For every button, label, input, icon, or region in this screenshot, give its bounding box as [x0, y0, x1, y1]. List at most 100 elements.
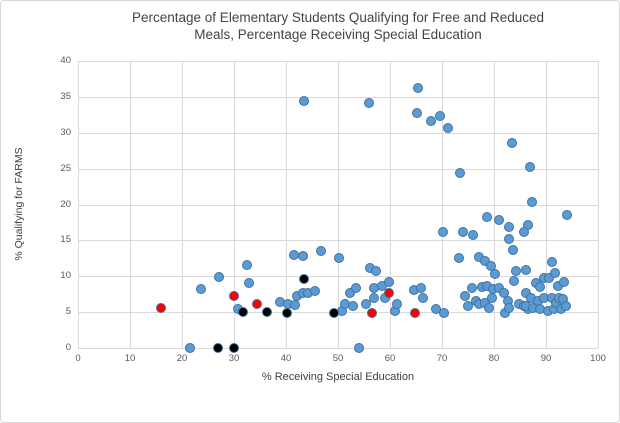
data-point-schools-blue: [299, 96, 310, 107]
y-gridline: [78, 96, 598, 98]
data-point-highlighted-red: [409, 307, 420, 318]
data-point-schools-blue: [417, 292, 428, 303]
y-tick-label: 20: [60, 198, 71, 210]
data-point-schools-blue: [459, 290, 470, 301]
data-point-highlighted-red: [251, 299, 262, 310]
data-point-schools-blue: [391, 298, 402, 309]
data-point-schools-blue: [504, 222, 515, 233]
data-point-schools-blue: [463, 301, 473, 312]
data-point-highlighted-black: [299, 274, 310, 285]
data-point-highlighted-black: [213, 343, 224, 353]
y-tick-label: 15: [60, 234, 71, 246]
y-tick-label: 0: [65, 342, 71, 353]
data-point-schools-blue: [560, 300, 571, 311]
y-tick-label: 40: [60, 55, 71, 66]
y-gridline: [78, 204, 598, 206]
data-point-schools-blue: [494, 214, 505, 225]
data-point-schools-blue: [289, 299, 300, 310]
data-point-highlighted-black: [262, 307, 273, 318]
y-gridline: [78, 61, 598, 62]
data-point-schools-blue: [369, 292, 380, 303]
data-point-schools-blue: [454, 252, 465, 263]
y-gridline: [78, 132, 598, 134]
data-point-schools-blue: [482, 212, 493, 223]
y-tick-label: 5: [65, 306, 71, 318]
data-point-schools-blue: [547, 256, 558, 267]
data-point-highlighted-black: [328, 307, 339, 318]
x-tick-label: 80: [488, 353, 500, 364]
x-tick-label: 90: [540, 353, 552, 364]
data-point-schools-blue: [383, 276, 394, 287]
data-point-schools-blue: [334, 253, 345, 264]
data-point-schools-blue: [434, 110, 445, 121]
data-point-highlighted-black: [229, 343, 239, 353]
plot-area: [78, 61, 599, 353]
y-tick-label: 25: [60, 162, 71, 174]
data-point-schools-blue: [507, 137, 518, 148]
y-axis-title: % Qualifying for FARMS: [13, 147, 25, 261]
data-point-schools-blue: [509, 275, 520, 286]
data-point-schools-blue: [361, 299, 372, 310]
x-gridline: [598, 61, 599, 348]
data-point-schools-blue: [561, 210, 572, 221]
data-point-schools-blue: [439, 307, 450, 318]
x-tick-label: 70: [436, 353, 448, 364]
data-point-schools-blue: [480, 256, 491, 267]
data-point-highlighted-black: [238, 307, 249, 318]
data-point-schools-blue: [504, 233, 515, 244]
data-point-schools-blue: [412, 108, 423, 119]
x-tick-label: 60: [384, 353, 396, 364]
data-point-schools-blue: [347, 300, 358, 311]
data-point-schools-blue: [504, 302, 515, 313]
data-point-schools-blue: [486, 293, 497, 304]
data-point-schools-blue: [467, 283, 478, 294]
y-tick-label: 35: [60, 90, 71, 102]
y-tick-label: 10: [60, 270, 71, 282]
data-point-highlighted-red: [383, 287, 394, 298]
y-gridline: [78, 348, 598, 349]
data-point-highlighted-red: [229, 291, 239, 302]
data-point-schools-blue: [507, 244, 518, 255]
data-point-schools-blue: [371, 266, 382, 277]
x-tick-label: 20: [176, 353, 188, 364]
data-point-schools-blue: [244, 278, 255, 289]
y-tick-label: 30: [60, 126, 71, 138]
data-point-schools-blue: [510, 265, 521, 276]
data-point-schools-blue: [184, 343, 195, 353]
data-point-schools-blue: [364, 98, 375, 109]
data-point-schools-blue: [559, 276, 570, 287]
data-point-schools-blue: [521, 264, 532, 275]
data-point-schools-blue: [468, 229, 479, 240]
data-point-highlighted-red: [366, 307, 377, 318]
x-tick-label: 0: [75, 353, 81, 364]
x-axis-title: % Receiving Special Education: [261, 371, 415, 383]
chart-title-line1: Percentage of Elementary Students Qualif…: [132, 10, 544, 25]
data-point-schools-blue: [534, 282, 545, 292]
data-point-highlighted-red: [156, 302, 167, 313]
data-point-schools-blue: [543, 273, 554, 284]
data-point-schools-blue: [309, 286, 320, 297]
x-tick-label: 30: [228, 353, 240, 364]
chart-title-line2: Meals, Percentage Receiving Special Educ…: [194, 27, 482, 42]
x-tick-label: 50: [332, 353, 344, 364]
data-point-highlighted-black: [282, 307, 293, 318]
y-gridline: [78, 168, 598, 170]
data-point-schools-blue: [483, 302, 494, 313]
data-point-schools-blue: [242, 260, 252, 271]
data-point-schools-blue: [454, 167, 465, 178]
data-point-schools-blue: [524, 162, 535, 173]
data-point-schools-blue: [350, 283, 361, 294]
data-point-schools-blue: [490, 269, 501, 280]
x-tick-label: 100: [590, 353, 606, 364]
y-gridline: [78, 240, 598, 242]
data-point-schools-blue: [457, 227, 468, 238]
data-point-schools-blue: [526, 197, 537, 208]
data-point-schools-blue: [438, 226, 449, 237]
data-point-schools-blue: [298, 251, 309, 262]
data-point-schools-blue: [443, 123, 454, 134]
chart-title: Percentage of Elementary Students Qualif…: [78, 9, 598, 43]
data-point-schools-blue: [426, 115, 437, 126]
data-point-schools-blue: [213, 271, 224, 282]
x-tick-label: 40: [280, 353, 292, 364]
